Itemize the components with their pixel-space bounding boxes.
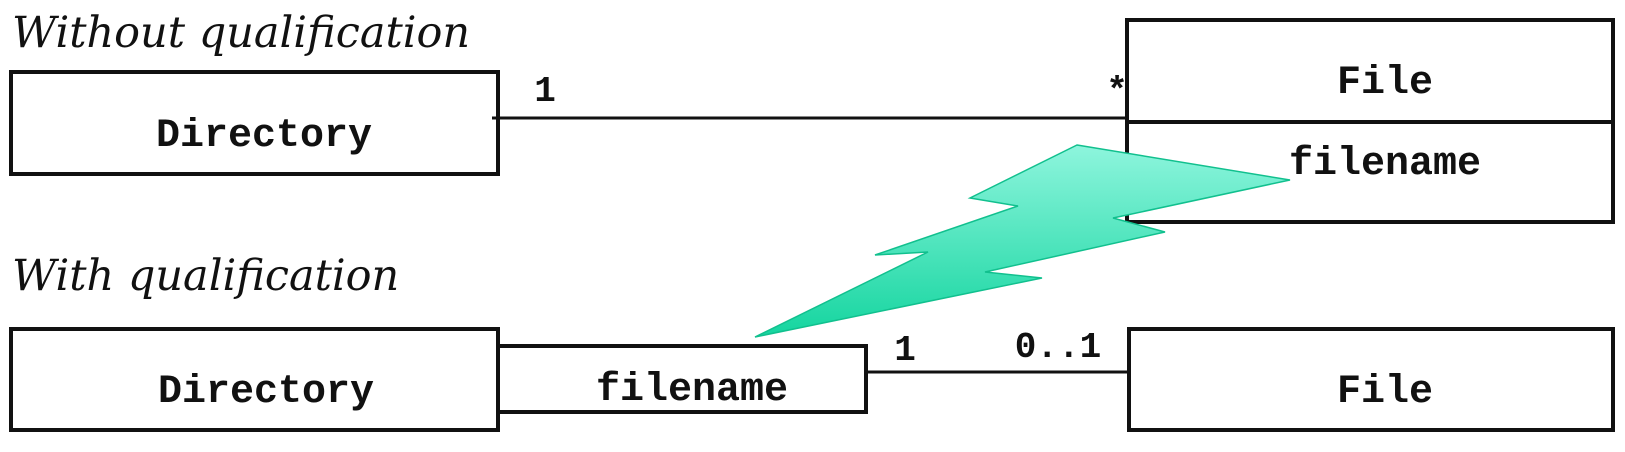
directory-class-name-bottom: Directory: [158, 370, 374, 415]
target-multiplicity-bottom: 0..1: [1015, 327, 1101, 368]
without-qualification-section: Without qualification Directory 1 * File…: [9, 8, 1615, 224]
lightning-bolt-icon: [754, 144, 1291, 338]
file-class-box-bottom: File: [1127, 327, 1615, 432]
qualifier-box-outline: [496, 344, 868, 414]
file-attribute-filename: filename: [1289, 142, 1481, 187]
file-class-name: File: [1337, 61, 1433, 106]
directory-box-outline: [9, 70, 500, 176]
with-qualification-section: With qualification Directory filename 1 …: [9, 251, 1615, 432]
with-qualification-heading: With qualification: [12, 251, 399, 301]
qualifier-box: filename: [496, 344, 868, 414]
directory-class-name: Directory: [156, 114, 372, 159]
source-multiplicity-bottom: 1: [894, 330, 916, 371]
qualifier-label: filename: [596, 368, 788, 413]
target-multiplicity-top: *: [1106, 71, 1128, 112]
source-multiplicity-top: 1: [534, 71, 556, 112]
directory-class-box-bottom: Directory: [9, 327, 500, 432]
without-qualification-heading: Without qualification: [12, 8, 470, 58]
file-box-outline-bottom: [1127, 327, 1615, 432]
directory-class-box-top: Directory: [9, 70, 500, 176]
file-class-name-bottom: File: [1337, 370, 1433, 415]
